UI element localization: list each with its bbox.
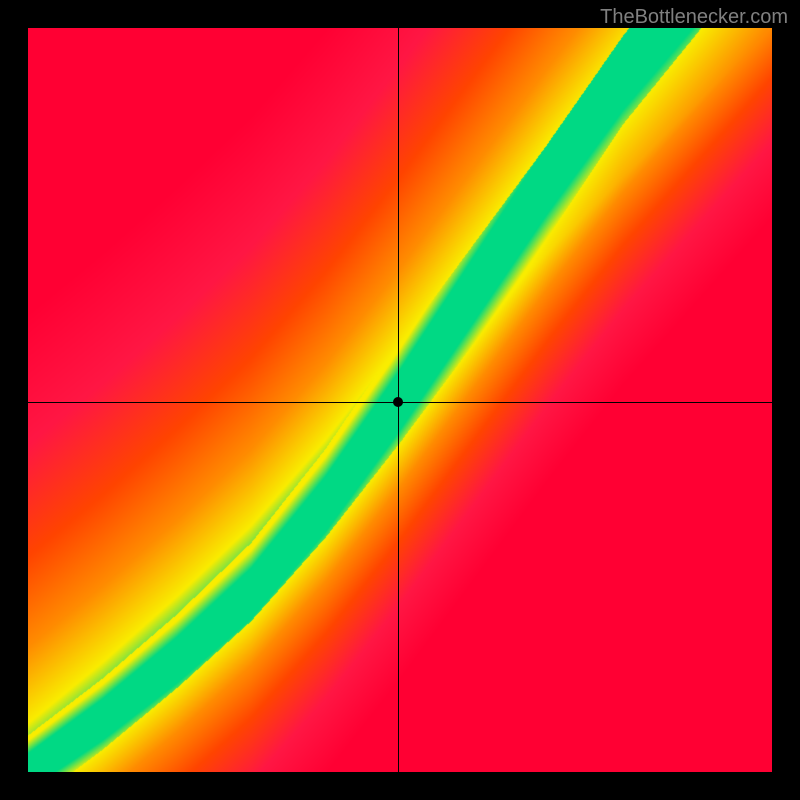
heatmap-plot bbox=[28, 28, 772, 772]
chart-container: TheBottlenecker.com bbox=[0, 0, 800, 800]
data-point-marker bbox=[393, 397, 403, 407]
watermark-text: TheBottlenecker.com bbox=[600, 6, 788, 29]
